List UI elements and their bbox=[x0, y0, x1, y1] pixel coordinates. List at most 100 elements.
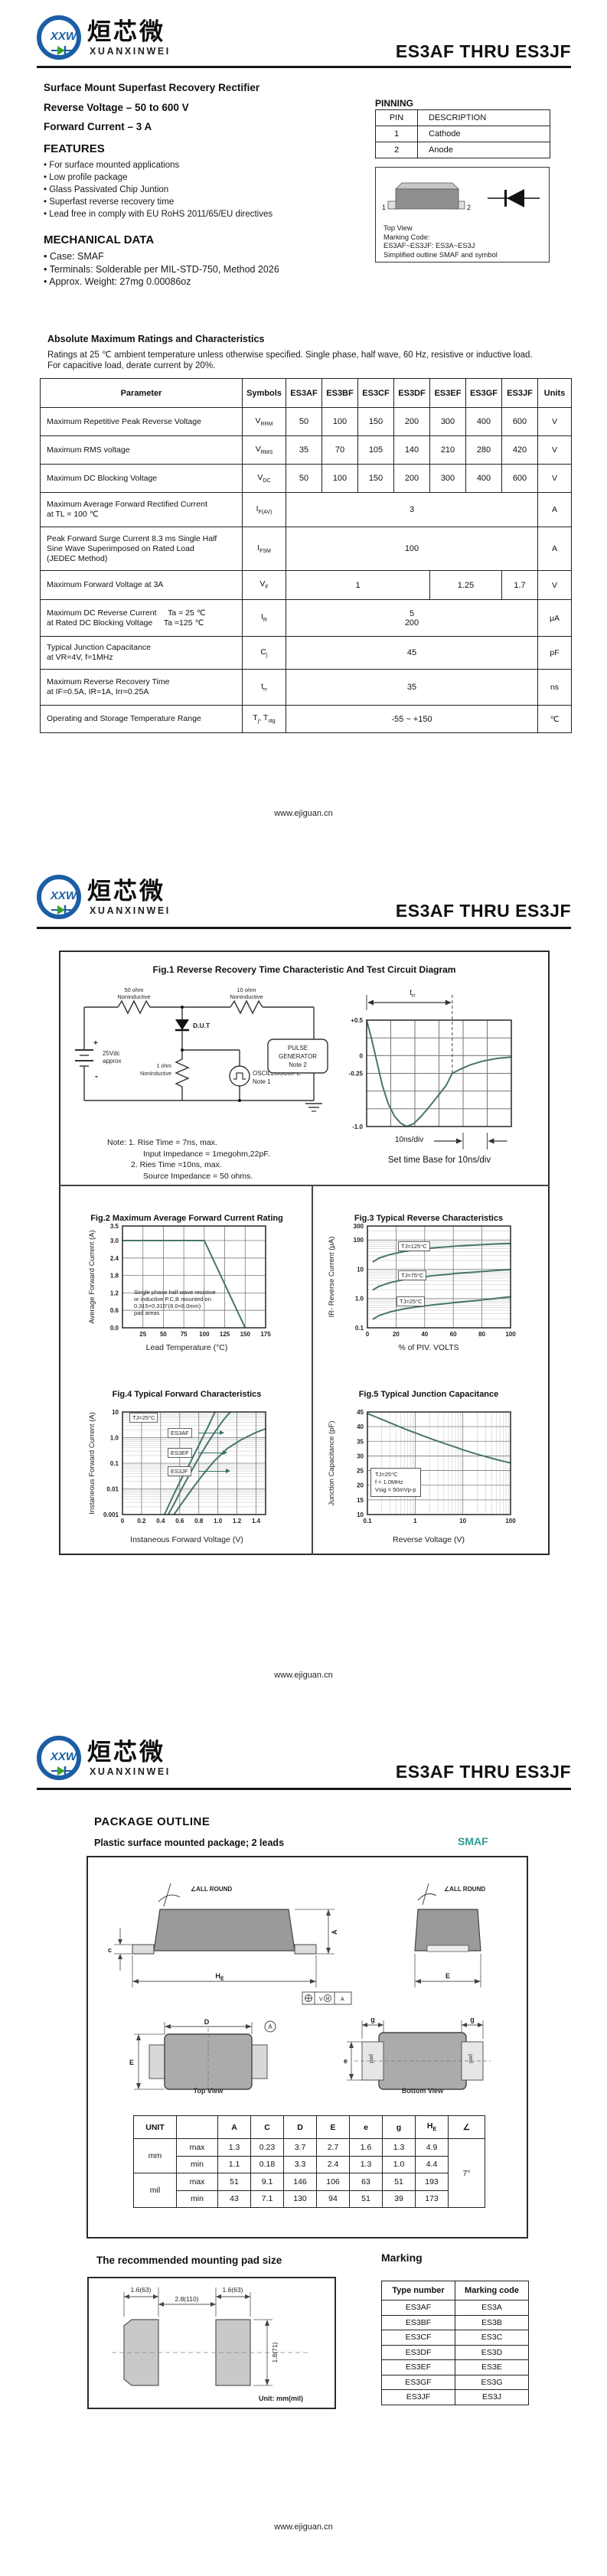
pinning-title: PINNING bbox=[375, 98, 414, 109]
x-tick-label: 0.8 bbox=[194, 1518, 204, 1524]
fig1-notes-item: 2. Ries Time =10ns, max. bbox=[131, 1160, 222, 1169]
package-outline-box: ∠ALL ROUND A c HE bbox=[86, 1856, 528, 2239]
symbol-cell: VRMS bbox=[242, 435, 286, 465]
pin1-label: 1 bbox=[382, 204, 386, 211]
fig3-series-label: TJ=75°C bbox=[398, 1270, 427, 1280]
dim-value-cell: 0.23 bbox=[250, 2138, 284, 2157]
value-cell: 50 bbox=[286, 464, 322, 493]
value-cell: 70 bbox=[321, 435, 358, 465]
top-view-caption: Top View bbox=[193, 2087, 224, 2095]
fig2-plot: 25 50 75 100 125 150 175 0.0 0.6 1.2 1.8 2.4 3.0 3.5 bbox=[110, 1223, 271, 1338]
outline-caption-item: Simplified outline SMAF and symbol bbox=[383, 250, 498, 259]
dimension-row: mil max 51 9.1 146 106 63 51 193 bbox=[133, 2173, 485, 2208]
footer-url: www.ejiguan.cn bbox=[274, 809, 333, 818]
features-list-item: Lead free in comply with EU RoHS 2011/65… bbox=[44, 208, 272, 220]
dim-value-cell: 1.3 bbox=[349, 2155, 383, 2173]
column-header: D bbox=[283, 2115, 317, 2139]
ratings-title: Absolute Maximum Ratings and Characteris… bbox=[47, 334, 265, 344]
x-tick-label: 175 bbox=[260, 1331, 271, 1338]
fig2-cell: Fig.2 Maximum Average Forward Current Ra… bbox=[34, 1212, 312, 1390]
parameter-cell: Maximum RMS voltage bbox=[40, 435, 243, 465]
value-cell: 420 bbox=[501, 435, 538, 465]
dimension-row: min 1.1 0.18 3.3 2.4 1.3 1.0 4.4 bbox=[134, 2155, 485, 2173]
x-tick-label: 60 bbox=[450, 1331, 457, 1338]
end-view-drawing: ∠ALL ROUND E bbox=[414, 1883, 485, 1987]
y-tick-label: -1.0 bbox=[352, 1123, 363, 1130]
column-header: g bbox=[382, 2115, 416, 2139]
pad-label: pad bbox=[369, 2054, 374, 2063]
resistor1-value: 50 ohm bbox=[124, 986, 143, 993]
y-tick-label: 3.0 bbox=[110, 1237, 119, 1244]
battery-minus: - bbox=[95, 1071, 98, 1081]
all-round-label: ∠ALL ROUND bbox=[444, 1886, 485, 1893]
mechanical-title: MECHANICAL DATA bbox=[44, 233, 155, 246]
series-ES3JF bbox=[173, 1428, 266, 1515]
y-tick-label: 3.5 bbox=[110, 1223, 119, 1230]
x-tick-label: 0.6 bbox=[175, 1518, 184, 1524]
ratings-row: Maximum Forward Voltage at 3A VF 1 1.25 1.7 V bbox=[40, 570, 572, 600]
column-header: UNIT bbox=[133, 2115, 177, 2139]
pad-dim1: 1.6(63) bbox=[131, 2286, 152, 2294]
x-tick-label: 100 bbox=[505, 1331, 516, 1338]
fig4-series-label: ES3JF bbox=[168, 1466, 191, 1476]
fig1-notes-item: Input Impedance = 1megohm,22pF. bbox=[143, 1149, 270, 1159]
y-tick-label: 30 bbox=[357, 1453, 364, 1459]
dim-value-cell: 2.4 bbox=[316, 2155, 350, 2173]
y-tick-label: 10 bbox=[357, 1267, 364, 1273]
fig2-chart: 25 50 75 100 125 150 175 0.0 0.6 1.2 1.8 2.4 3.0 3.5 bbox=[90, 1212, 275, 1348]
x-tick-label: 150 bbox=[240, 1331, 251, 1338]
page-title: ES3AF THRU ES3JF bbox=[395, 41, 571, 61]
dim-value-cell: 3.7 bbox=[283, 2138, 317, 2157]
x-tick-label: 0.1 bbox=[363, 1518, 372, 1524]
bottom-view-drawing: g g pad pad e bbox=[344, 2016, 491, 2090]
dim-value-cell: 51 bbox=[382, 2173, 416, 2191]
value-cell: 280 bbox=[465, 435, 502, 465]
y-tick-label: 40 bbox=[357, 1423, 364, 1430]
ratings-row: Typical Junction Capacitance at VR=4V, f=… bbox=[40, 636, 572, 670]
fig5-chart: 0.1 1 10 100 10 15 20 25 30 35 40 45 bbox=[335, 1404, 520, 1533]
x-tick-label: 100 bbox=[505, 1518, 516, 1524]
table-cell: ES3E bbox=[455, 2359, 529, 2375]
brand-name-cn: 烜芯微 bbox=[87, 878, 165, 905]
resistor3-value: 1 ohm bbox=[157, 1064, 172, 1069]
dim-value-cell: 193 bbox=[415, 2173, 449, 2191]
fig5-annotation-item: Vsig = 50mVp-p bbox=[375, 1486, 416, 1493]
x-tick-label: 0.2 bbox=[137, 1518, 146, 1524]
angle-cell: 7° bbox=[448, 2138, 485, 2208]
y-tick-label: 10 bbox=[357, 1511, 364, 1518]
column-header: Marking code bbox=[455, 2281, 529, 2300]
table-cell: Cathode bbox=[417, 126, 550, 142]
dim-g-label: g bbox=[370, 2016, 375, 2023]
pad-unit: Unit: mm(mil) bbox=[259, 2395, 303, 2402]
parameter-cell: Operating and Storage Temperature Range bbox=[40, 705, 243, 733]
y-tick-label: +0.5 bbox=[351, 1017, 363, 1024]
parameter-cell: Maximum Average Forward Rectified Curren… bbox=[40, 492, 243, 527]
dim-value-cell: 9.1 bbox=[250, 2173, 284, 2191]
minmax-cell: max bbox=[176, 2138, 218, 2157]
table-cell: ES3D bbox=[455, 2344, 529, 2360]
parameter-cell: Typical Junction Capacitance at VR=4V, f=… bbox=[40, 636, 243, 670]
table-cell: Anode bbox=[417, 142, 550, 158]
fig4-condition: TJ=25°C bbox=[129, 1413, 158, 1423]
table-cell: ES3A bbox=[455, 2300, 529, 2316]
symbol-cell: VRRM bbox=[242, 407, 286, 436]
tol-m-label: M bbox=[326, 1997, 330, 2002]
logo-monogram: XXW bbox=[50, 1750, 77, 1763]
fig4-title: Fig.4 Typical Forward Characteristics bbox=[112, 1390, 262, 1399]
fig5-title: Fig.5 Typical Junction Capacitance bbox=[358, 1390, 499, 1399]
fig3-title: Fig.3 Typical Reverse Characteristics bbox=[354, 1214, 504, 1223]
value-cell: 600 bbox=[501, 407, 538, 436]
column-header bbox=[176, 2115, 218, 2139]
value-cell: 1.25 bbox=[429, 570, 502, 600]
fig5-ylabel: Junction Capacitance (pF) bbox=[328, 1420, 336, 1506]
unit-cell: mm bbox=[133, 2138, 177, 2173]
value-cell: 400 bbox=[465, 464, 502, 493]
dim-value-cell: 43 bbox=[217, 2190, 251, 2208]
dim-value-cell: 1.1 bbox=[217, 2155, 251, 2173]
parameter-cell: Maximum DC Reverse Current Ta = 25 ℃ at R… bbox=[40, 599, 243, 637]
fig2-annotation: Single phase half wave resistive or induc… bbox=[134, 1289, 230, 1316]
battery-plus: + bbox=[93, 1039, 98, 1048]
ratings-row: Maximum DC Blocking Voltage VDC 50 100 150 20… bbox=[40, 464, 572, 493]
ratings-row: Maximum Repetitive Peak Reverse Voltage V… bbox=[40, 407, 572, 436]
resistor2-type: Noninductive bbox=[230, 993, 263, 1000]
